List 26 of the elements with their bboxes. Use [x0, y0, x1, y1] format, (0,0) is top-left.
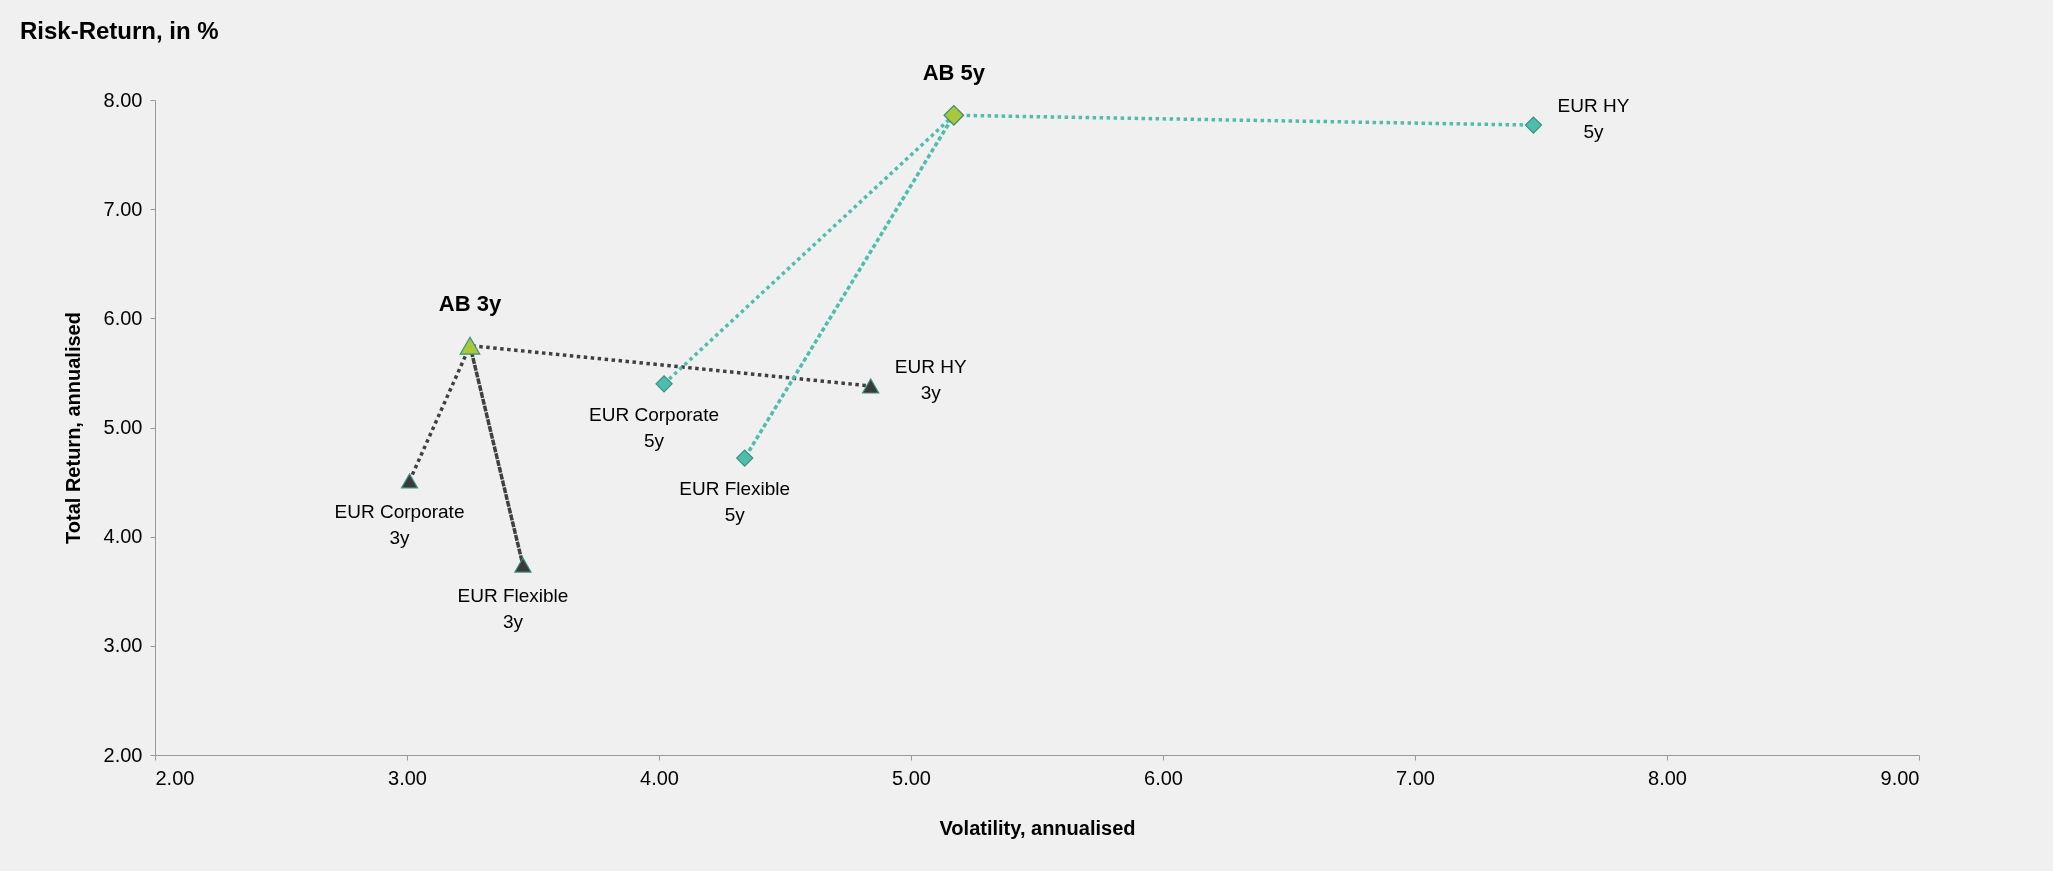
annotation: EUR Corporate 5y: [589, 403, 719, 451]
y-tick-label: 8.00: [103, 88, 143, 111]
annotation: EUR HY 5y: [1557, 95, 1630, 143]
y-axis-title: Total Return, annualised: [61, 312, 84, 544]
x-tick-label: 6.00: [1144, 766, 1183, 789]
x-tick-label: 4.00: [640, 766, 679, 789]
annotation: EUR HY 3y: [894, 356, 967, 404]
y-tick-label: 7.00: [103, 197, 143, 220]
x-tick-label: 7.00: [1396, 766, 1435, 789]
annotation: AB 5y: [922, 60, 986, 86]
chart-title: Risk-Return, in %: [20, 17, 219, 45]
x-tick-label: 2.00: [155, 766, 195, 789]
annotation: EUR Flexible 5y: [679, 478, 791, 526]
annotation: EUR Flexible 3y: [457, 585, 569, 633]
y-tick-label: 6.00: [103, 306, 143, 329]
annotation: EUR Corporate 3y: [334, 500, 465, 548]
y-tick-label: 2.00: [103, 743, 143, 766]
x-tick-label: 3.00: [388, 766, 427, 789]
x-axis-title: Volatility, annualised: [939, 816, 1136, 839]
x-tick-label: 5.00: [892, 766, 931, 789]
y-tick-label: 5.00: [103, 416, 143, 438]
x-tick-label: 9.00: [1880, 766, 1920, 789]
x-tick-label: 8.00: [1648, 766, 1687, 789]
y-tick-label: 4.00: [103, 525, 143, 548]
annotation: AB 3y: [438, 290, 502, 316]
y-tick-label: 3.00: [103, 634, 143, 657]
